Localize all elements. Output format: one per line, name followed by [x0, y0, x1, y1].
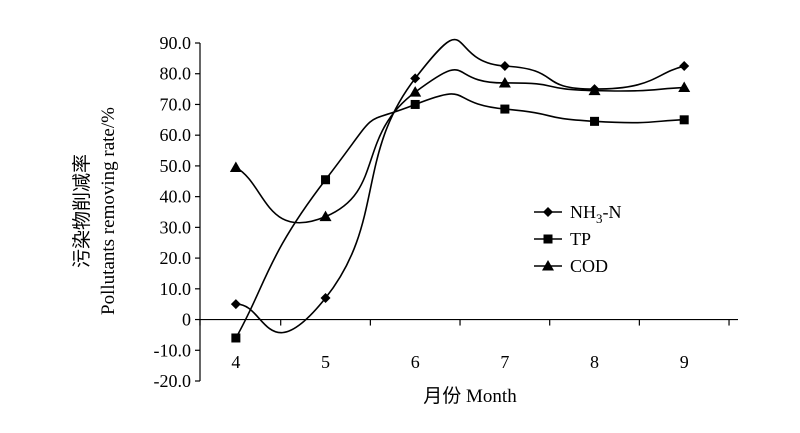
data-point: [230, 299, 241, 310]
data-point: [409, 86, 422, 97]
legend-marker: [543, 234, 553, 244]
x-tick-label: 6: [411, 352, 420, 372]
series-layer: [229, 38, 691, 343]
y-tick-label: 10.0: [160, 279, 192, 299]
series-cod: [229, 69, 691, 224]
data-point: [678, 81, 691, 93]
series-nh3-n: [230, 38, 690, 334]
legend-label: TP: [570, 229, 591, 249]
data-point: [679, 115, 689, 125]
data-point: [410, 99, 420, 109]
x-tick-label: 8: [590, 352, 599, 372]
y-axis-title-english: Pollutants removing rate/%: [98, 107, 119, 315]
data-point: [590, 116, 600, 126]
legend-marker: [543, 207, 553, 217]
x-axis-title: 月份 Month: [423, 385, 517, 407]
data-point: [500, 104, 510, 114]
legend-marker: [542, 260, 554, 271]
series-line: [235, 69, 685, 224]
legend: NH3-N TP COD: [534, 202, 622, 276]
data-point: [320, 293, 331, 304]
data-point: [410, 73, 421, 84]
axes-layer: 90.0 80.0 70.0 60.0 50.0 40.0 30.0 20.0 10.0 0 -10…: [154, 33, 738, 391]
x-tick-label: 5: [321, 352, 330, 372]
data-point: [321, 175, 331, 185]
y-tick-label: 60.0: [160, 125, 192, 145]
data-point: [231, 333, 241, 343]
data-point: [498, 76, 511, 88]
y-tick-label: 90.0: [160, 33, 192, 53]
series-tp: [231, 93, 689, 343]
y-tick-label: 20.0: [160, 248, 192, 268]
x-tick-label: 4: [231, 352, 240, 372]
x-tick-label: 9: [680, 352, 689, 372]
y-tick-label: 50.0: [160, 156, 192, 176]
data-point: [499, 61, 510, 72]
data-point: [319, 210, 332, 222]
y-axis-title-chinese: 污染物削减率: [71, 154, 93, 268]
y-tick-label: 70.0: [160, 94, 192, 114]
legend-label: COD: [570, 256, 608, 276]
y-tick-label: 80.0: [160, 64, 192, 84]
y-tick-label: -20.0: [154, 371, 192, 391]
y-tick-label: 40.0: [160, 187, 192, 207]
x-tick-label: 7: [500, 352, 509, 372]
series-line: [235, 38, 685, 334]
data-point: [588, 84, 601, 96]
y-tick-label: 30.0: [160, 217, 192, 237]
y-tick-label: -10.0: [154, 340, 192, 360]
data-point: [229, 161, 242, 172]
y-tick-label: 0: [182, 310, 191, 330]
data-point: [679, 61, 690, 72]
legend-label: NH3-N: [570, 202, 622, 226]
